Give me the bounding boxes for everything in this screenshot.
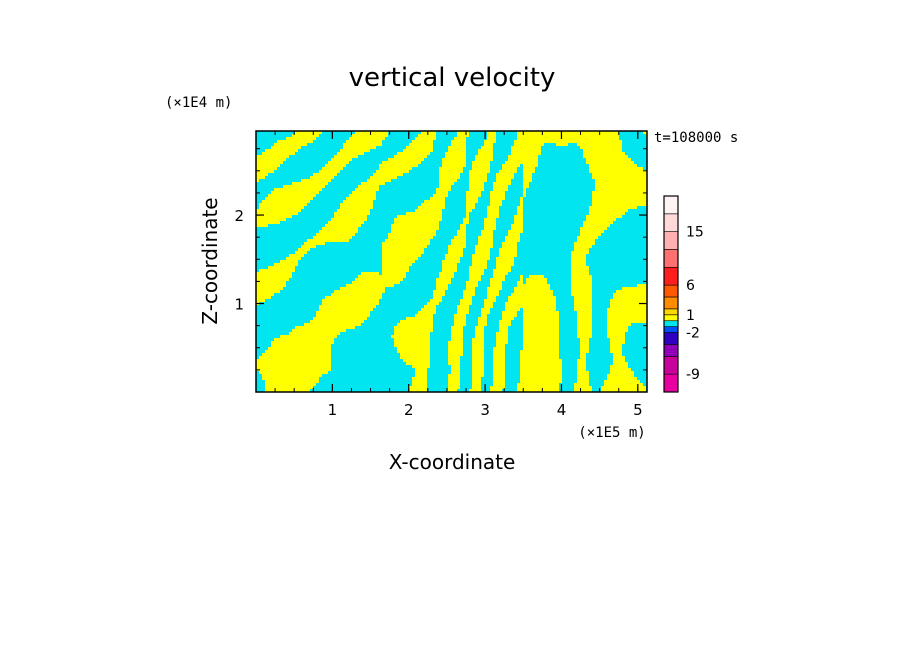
chart-title: vertical velocity bbox=[349, 63, 556, 93]
plot-frame bbox=[255, 130, 648, 393]
colorbar-label: 6 bbox=[686, 278, 695, 294]
colorbar-segment bbox=[663, 231, 679, 250]
colorbar-segment bbox=[663, 213, 679, 232]
y-tick-label: 2 bbox=[234, 207, 244, 225]
x-tick-label: 1 bbox=[328, 401, 338, 419]
y-axis-label: Z-coordinate bbox=[198, 197, 222, 324]
velocity-field bbox=[256, 131, 647, 392]
positive-velocity-region bbox=[256, 131, 647, 392]
colorbar-frame bbox=[663, 195, 679, 393]
colorbar-segment bbox=[663, 314, 679, 322]
y-axis: 12 bbox=[234, 148, 647, 371]
colorbar-segment bbox=[663, 320, 679, 327]
x-axis-label: X-coordinate bbox=[389, 450, 516, 474]
colorbar-segment bbox=[663, 195, 679, 215]
colorbar-label: 1 bbox=[686, 308, 695, 324]
x-unit-label: (×1E5 m) bbox=[578, 425, 645, 441]
x-tick-label: 2 bbox=[404, 401, 414, 419]
colorbar-segment bbox=[663, 249, 679, 268]
colorbar-label: -9 bbox=[686, 367, 700, 383]
colorbar-segment bbox=[663, 332, 679, 345]
x-axis: 1 2 3 4 5 bbox=[274, 131, 643, 419]
colorbar-segment bbox=[663, 344, 679, 357]
colorbar-label: 15 bbox=[686, 225, 704, 241]
time-label: t=108000 s bbox=[654, 130, 738, 146]
x-tick-label: 3 bbox=[480, 401, 490, 419]
colorbar: 15 6 1 -2 -9 bbox=[663, 195, 704, 393]
colorbar-segment bbox=[663, 266, 679, 286]
y-tick-label: 1 bbox=[234, 296, 244, 314]
colorbar-segment bbox=[663, 373, 679, 393]
colorbar-segment bbox=[663, 296, 679, 310]
colorbar-segment bbox=[663, 356, 679, 375]
colorbar-label: -2 bbox=[686, 326, 700, 342]
x-tick-label: 5 bbox=[633, 401, 643, 419]
colorbar-segment bbox=[663, 284, 679, 298]
x-tick-label: 4 bbox=[557, 401, 567, 419]
colorbar-segment bbox=[663, 308, 679, 316]
colorbar-segment bbox=[663, 326, 679, 333]
y-unit-label: (×1E4 m) bbox=[165, 95, 232, 111]
